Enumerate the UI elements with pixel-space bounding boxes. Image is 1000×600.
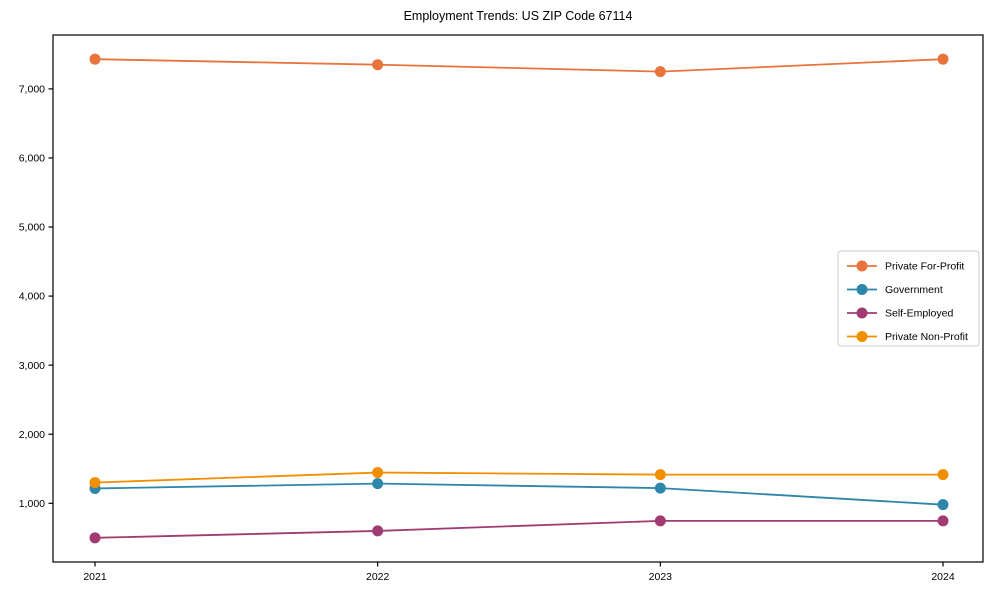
- legend-label: Government: [885, 284, 943, 296]
- data-point-marker: [937, 499, 949, 511]
- y-tick-label: 3,000: [19, 360, 45, 372]
- data-point-marker: [372, 467, 384, 479]
- legend-swatch-marker: [856, 284, 868, 295]
- x-tick-label: 2024: [931, 571, 955, 583]
- series-line: [94, 482, 944, 506]
- data-point-marker: [654, 469, 666, 481]
- axes-frame: [52, 34, 984, 563]
- y-tick-label: 7,000: [19, 83, 45, 95]
- data-point-marker: [372, 478, 384, 490]
- legend-label: Private For-Profit: [885, 261, 964, 273]
- data-point-marker: [654, 482, 666, 494]
- y-tick-label: 4,000: [19, 291, 45, 303]
- legend-label: Self-Employed: [885, 308, 953, 320]
- x-tick-label: 2021: [83, 571, 107, 583]
- series-line: [94, 58, 944, 73]
- data-point-marker: [89, 477, 101, 489]
- legend-swatch-marker: [856, 331, 868, 342]
- legend-box: [837, 250, 980, 347]
- data-point-marker: [654, 66, 666, 78]
- legend-label: Private Non-Profit: [885, 331, 968, 343]
- legend-swatch-marker: [856, 307, 868, 319]
- data-point-marker: [89, 532, 101, 544]
- y-tick-label: 5,000: [19, 222, 45, 234]
- y-tick-label: 6,000: [19, 153, 45, 165]
- data-point-marker: [654, 515, 666, 527]
- y-tick-label: 2,000: [19, 429, 45, 441]
- data-point-marker: [89, 53, 101, 65]
- data-point-marker: [937, 469, 949, 481]
- data-point-marker: [372, 59, 384, 71]
- data-point-marker: [372, 525, 384, 537]
- x-tick-label: 2022: [366, 571, 390, 583]
- chart-title: Employment Trends: US ZIP Code 67114: [403, 9, 633, 23]
- data-point-marker: [937, 53, 949, 65]
- x-tick-label: 2023: [649, 571, 673, 583]
- data-point-marker: [937, 515, 949, 527]
- y-tick-label: 1,000: [19, 498, 45, 510]
- legend-swatch-marker: [856, 260, 868, 272]
- series-line: [94, 520, 943, 539]
- series-line: [94, 471, 943, 484]
